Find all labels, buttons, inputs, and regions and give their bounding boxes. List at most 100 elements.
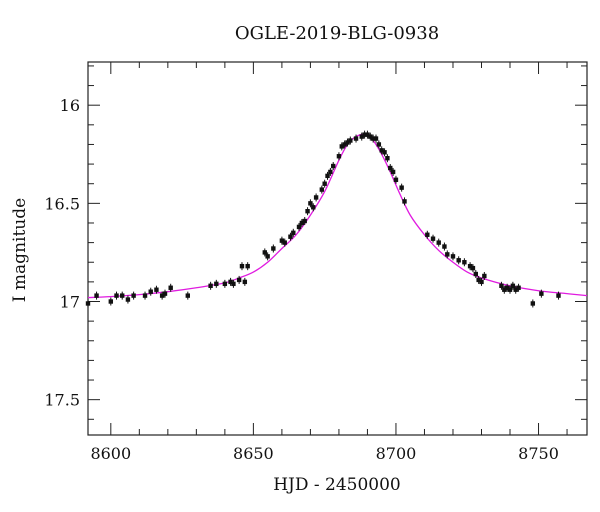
data-point	[262, 250, 267, 255]
data-point	[339, 144, 344, 149]
data-point	[94, 293, 99, 298]
data-point	[370, 136, 376, 141]
data-point	[271, 246, 276, 251]
data-point	[504, 285, 510, 290]
data-point	[379, 148, 384, 153]
data-point	[288, 234, 293, 239]
data-point	[322, 181, 327, 186]
data-point	[236, 277, 242, 283]
data-point	[311, 205, 316, 210]
data-point	[507, 287, 513, 292]
data-point	[159, 293, 165, 298]
data-point	[467, 263, 473, 269]
data-point	[390, 169, 396, 175]
x-tick-label: 8750	[518, 444, 559, 463]
x-tick-label: 8650	[233, 444, 274, 463]
data-point	[385, 155, 390, 161]
data-point	[388, 165, 393, 171]
data-point	[120, 293, 125, 298]
data-point	[342, 142, 347, 147]
data-point	[482, 273, 487, 279]
data-point	[336, 154, 342, 159]
data-point	[154, 287, 159, 292]
data-point	[282, 240, 287, 245]
data-point	[556, 293, 561, 298]
data-point	[462, 260, 467, 265]
data-point	[382, 150, 387, 155]
data-point	[436, 240, 441, 245]
tick-labels: 8600 8650 8700 8750 16 16.5 17 17.5	[44, 96, 559, 463]
data-point	[228, 279, 233, 285]
data-point	[222, 281, 228, 287]
y-tick-label: 16.5	[44, 194, 80, 213]
model-curve	[87, 133, 588, 299]
data-point	[279, 238, 285, 243]
data-point	[399, 185, 404, 190]
data-point	[476, 277, 481, 283]
data-point	[185, 293, 190, 298]
y-tick-label: 16	[60, 96, 80, 115]
data-point	[299, 220, 305, 226]
data-point	[131, 293, 136, 298]
data-point	[296, 224, 302, 230]
data-point	[108, 299, 114, 304]
data-point	[393, 177, 399, 182]
data-point	[470, 265, 476, 271]
data-point	[502, 287, 507, 292]
x-axis-label: HJD - 2450000	[273, 475, 401, 495]
data-point	[142, 293, 148, 298]
data-point	[239, 263, 245, 269]
data-point	[510, 283, 516, 288]
data-point	[430, 236, 436, 241]
data-point	[362, 132, 367, 137]
data-point	[308, 201, 313, 206]
data-point	[148, 289, 153, 294]
data-point	[305, 209, 310, 214]
data-point	[402, 199, 407, 204]
data-point	[516, 285, 521, 290]
x-tick-label: 8600	[90, 444, 131, 463]
data-point	[162, 291, 168, 296]
data-point	[214, 281, 219, 287]
data-point	[450, 254, 456, 259]
data-point	[445, 252, 450, 257]
data-point	[265, 254, 270, 259]
plot-area	[85, 130, 588, 308]
data-point	[245, 263, 250, 269]
data-point	[513, 287, 518, 292]
data-point	[302, 218, 307, 224]
data-point	[499, 283, 504, 288]
data-point	[313, 195, 319, 200]
data-point	[114, 293, 119, 298]
data-point	[325, 173, 330, 179]
data-point	[242, 279, 248, 285]
data-point	[368, 134, 373, 139]
y-axis-label: I magnitude	[10, 198, 30, 302]
data-point	[442, 244, 447, 249]
data-point	[231, 281, 236, 287]
x-tick-label: 8700	[376, 444, 417, 463]
data-point	[530, 301, 536, 306]
data-point	[359, 134, 364, 139]
data-point	[331, 163, 336, 169]
data-point	[328, 169, 333, 175]
data-point	[291, 230, 296, 235]
data-point	[125, 297, 131, 302]
data-point	[353, 136, 359, 141]
data-point	[376, 142, 382, 147]
y-tick-label: 17.5	[44, 391, 80, 410]
data-point	[373, 136, 379, 141]
data-point	[168, 285, 173, 290]
data-point	[348, 138, 353, 143]
data-point	[473, 271, 478, 277]
axis-ticks	[88, 62, 587, 435]
data-point	[345, 140, 350, 145]
data-point	[208, 283, 213, 288]
data-point	[85, 301, 91, 306]
data-point	[365, 132, 370, 137]
y-tick-label: 17	[60, 293, 80, 312]
plot-frame	[87, 61, 588, 436]
data-point	[319, 187, 325, 192]
data-point	[425, 232, 430, 237]
